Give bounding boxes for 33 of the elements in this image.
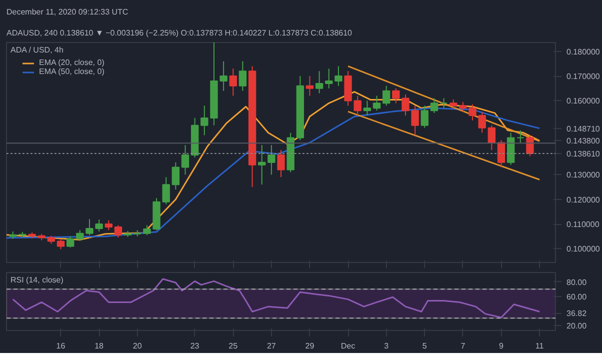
y-tick-label: 0.170000 bbox=[566, 72, 600, 82]
y-tick-label: 0.110000 bbox=[566, 220, 600, 230]
y-tick-label: 0.120000 bbox=[566, 195, 600, 204]
x-tick-label: 7 bbox=[460, 342, 466, 350]
y-tick-label: 0.138610 bbox=[566, 149, 600, 158]
y-tick-label: 0.100000 bbox=[566, 244, 600, 254]
x-tick-label: 3 bbox=[384, 342, 390, 350]
x-tick-label: 20 bbox=[132, 342, 142, 350]
y-tick-label: 0.143800 bbox=[566, 136, 600, 146]
x-tick-label: 23 bbox=[190, 342, 200, 350]
y-tick-label: 0.148710 bbox=[566, 124, 600, 134]
y-tick-label: 20.00 bbox=[566, 321, 588, 330]
text: December 11, 2020 09:12:33 UTC bbox=[6, 8, 128, 16]
y-tick-label: 0.180000 bbox=[566, 47, 600, 56]
x-tick-label: Dec bbox=[340, 342, 356, 350]
x-tick-label: 29 bbox=[305, 342, 315, 350]
text: ADAUSD, 240 0.138610 ▼ −0.003196 (−2.25%) O:0.137873 H:0.140227 L:0.137873 C:0.138610 bbox=[6, 28, 353, 38]
y-tick-label: 0.160000 bbox=[566, 96, 600, 106]
x-tick-label: 18 bbox=[94, 342, 104, 350]
y-tick-label: 36.82 bbox=[566, 309, 588, 318]
chart-title: RSI (14, close) bbox=[10, 276, 64, 284]
x-tick-label: 27 bbox=[266, 342, 276, 350]
x-tick-label: 11 bbox=[535, 342, 544, 350]
legend-label: EMA (50, close, 0) bbox=[39, 67, 104, 76]
x-tick-label: 25 bbox=[228, 342, 238, 350]
y-tick-label: 80.00 bbox=[566, 278, 588, 287]
legend-label: EMA (20, close, 0) bbox=[39, 58, 104, 67]
x-tick-label: 9 bbox=[499, 342, 504, 350]
x-tick-label: 5 bbox=[422, 342, 428, 350]
chart-title: ADA / USD, 4h bbox=[10, 46, 64, 54]
y-tick-label: 0.130000 bbox=[566, 170, 600, 180]
y-tick-label: 60.00 bbox=[566, 292, 588, 302]
x-tick-label: 16 bbox=[56, 342, 66, 350]
